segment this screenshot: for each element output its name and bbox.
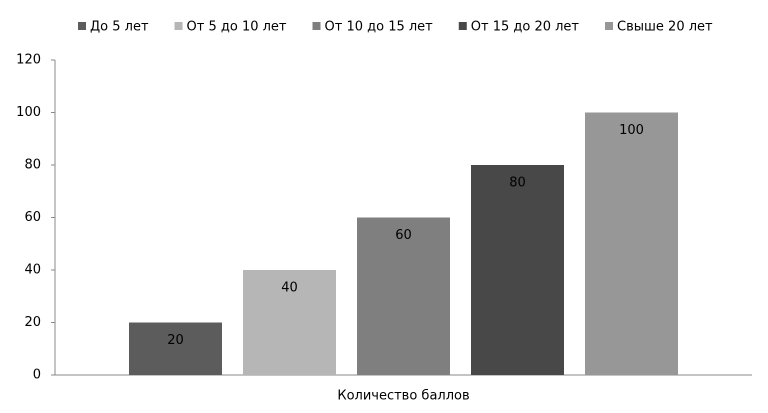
- legend: До 5 лет От 5 до 10 лет От 10 до 15 лет От …: [78, 20, 713, 35]
- y-tick-label: 80: [24, 158, 41, 173]
- legend-swatch: [605, 22, 614, 30]
- legend-swatch: [312, 22, 321, 30]
- y-tick-label: 60: [24, 210, 41, 225]
- data-label: 80: [509, 176, 526, 191]
- legend-label: От 5 до 10 лет: [187, 20, 287, 35]
- bar: [357, 217, 450, 375]
- data-label: 60: [395, 228, 412, 243]
- data-label: 20: [167, 333, 184, 348]
- y-tick-label: 40: [24, 263, 41, 278]
- legend-label: От 15 до 20 лет: [471, 20, 580, 35]
- data-label: 100: [619, 123, 644, 138]
- bar: [471, 165, 564, 375]
- legend-label: От 10 до 15 лет: [325, 20, 434, 35]
- bar: [585, 112, 678, 375]
- y-tick-label: 0: [33, 368, 41, 383]
- legend-swatch: [174, 22, 183, 30]
- legend-swatch: [78, 22, 86, 30]
- legend-label: До 5 лет: [90, 20, 149, 35]
- y-tick-label: 100: [16, 105, 41, 120]
- x-tick-label: Количество баллов: [337, 389, 469, 404]
- y-tick-label: 20: [24, 315, 41, 330]
- legend-swatch: [458, 22, 467, 30]
- y-tick-label: 120: [16, 53, 41, 68]
- bar: [129, 322, 222, 375]
- legend-label: Свыше 20 лет: [617, 20, 713, 35]
- bar: [243, 270, 336, 375]
- data-label: 40: [281, 281, 298, 296]
